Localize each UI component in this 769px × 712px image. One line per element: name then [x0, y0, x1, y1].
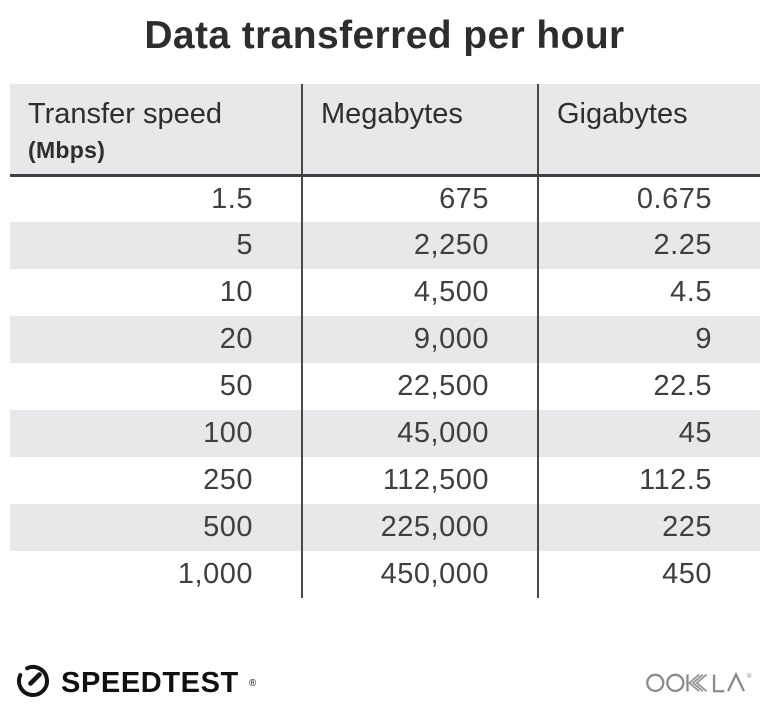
data-transfer-table: Transfer speed (Mbps) Megabytes Gigabyte… [10, 84, 760, 598]
cell-megabytes: 675 [301, 175, 538, 222]
cell-speed: 100 [10, 410, 302, 457]
cell-megabytes: 45,000 [301, 410, 538, 457]
svg-text:®: ® [747, 672, 752, 680]
cell-megabytes: 225,000 [301, 504, 538, 551]
table-row: 20 9,000 9 [10, 316, 760, 363]
ookla-wordmark-icon: ® [645, 667, 757, 700]
header-megabytes: Megabytes [301, 84, 538, 177]
cell-speed: 250 [10, 457, 302, 504]
ookla-logo: OOKLA ® [645, 667, 757, 700]
table-row: 1,000 450,000 450 [10, 551, 760, 598]
cell-gigabytes: 9 [537, 316, 760, 363]
speedtest-wordmark: SPEEDTEST [61, 666, 239, 699]
page-title: Data transferred per hour [144, 14, 625, 57]
cell-speed: 1.5 [10, 175, 302, 222]
header-transfer-speed-label: Transfer speed [28, 98, 222, 130]
table-body: 1.5 675 0.675 5 2,250 2.25 10 4,500 4.5 … [10, 175, 760, 598]
cell-gigabytes: 450 [537, 551, 760, 598]
cell-megabytes: 4,500 [301, 269, 538, 316]
header-gigabytes: Gigabytes [537, 84, 760, 177]
cell-megabytes: 9,000 [301, 316, 538, 363]
speedometer-gauge-icon [14, 662, 52, 705]
table-row: 1.5 675 0.675 [10, 175, 760, 222]
cell-gigabytes: 45 [537, 410, 760, 457]
cell-megabytes: 450,000 [301, 551, 538, 598]
cell-speed: 20 [10, 316, 302, 363]
header-row: Transfer speed (Mbps) Megabytes Gigabyte… [10, 84, 760, 177]
cell-gigabytes: 22.5 [537, 363, 760, 410]
speedtest-logo: SPEEDTEST ® [14, 662, 256, 705]
cell-speed: 10 [10, 269, 302, 316]
cell-gigabytes: 225 [537, 504, 760, 551]
cell-megabytes: 22,500 [301, 363, 538, 410]
table-row: 500 225,000 225 [10, 504, 760, 551]
table-row: 100 45,000 45 [10, 410, 760, 457]
table-row: 5 2,250 2.25 [10, 222, 760, 269]
infographic-page: Data transferred per hour Transfer speed… [0, 14, 769, 712]
speedtest-trademark-symbol: ® [248, 677, 257, 689]
cell-megabytes: 2,250 [301, 222, 538, 269]
table-row: 10 4,500 4.5 [10, 269, 760, 316]
cell-gigabytes: 112.5 [537, 457, 760, 504]
table-row: 50 22,500 22.5 [10, 363, 760, 410]
cell-gigabytes: 4.5 [537, 269, 760, 316]
header-mbps-unit: (Mbps) [28, 137, 106, 163]
cell-speed: 5 [10, 222, 302, 269]
table-header: Transfer speed (Mbps) Megabytes Gigabyte… [10, 84, 760, 177]
cell-speed: 50 [10, 363, 302, 410]
table-row: 250 112,500 112.5 [10, 457, 760, 504]
cell-megabytes: 112,500 [301, 457, 538, 504]
cell-gigabytes: 0.675 [537, 175, 760, 222]
footer: SPEEDTEST® OOKLA [14, 662, 757, 704]
cell-speed: 500 [10, 504, 302, 551]
cell-speed: 1,000 [10, 551, 302, 598]
header-transfer-speed: Transfer speed (Mbps) [10, 84, 302, 177]
cell-gigabytes: 2.25 [537, 222, 760, 269]
